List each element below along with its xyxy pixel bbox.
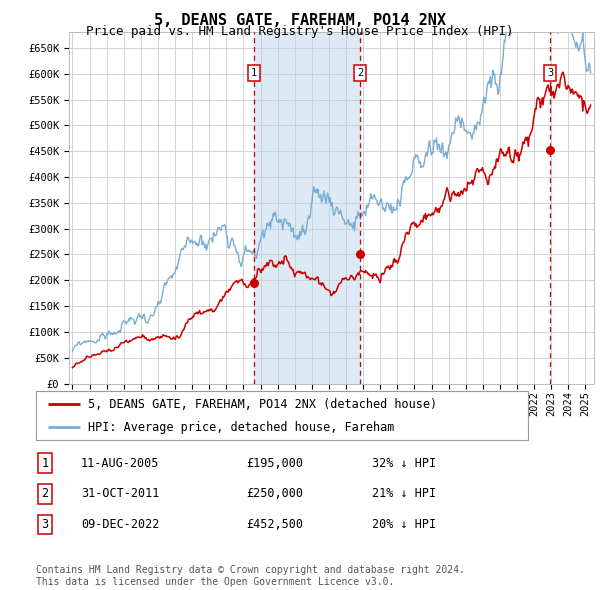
FancyBboxPatch shape bbox=[36, 391, 528, 440]
Text: 3: 3 bbox=[41, 518, 49, 531]
Text: £250,000: £250,000 bbox=[246, 487, 303, 500]
Text: Contains HM Land Registry data © Crown copyright and database right 2024.
This d: Contains HM Land Registry data © Crown c… bbox=[36, 565, 465, 587]
Text: 11-AUG-2005: 11-AUG-2005 bbox=[81, 457, 160, 470]
Text: 5, DEANS GATE, FAREHAM, PO14 2NX (detached house): 5, DEANS GATE, FAREHAM, PO14 2NX (detach… bbox=[88, 398, 437, 411]
Text: 09-DEC-2022: 09-DEC-2022 bbox=[81, 518, 160, 531]
Text: 2: 2 bbox=[41, 487, 49, 500]
Bar bbox=[254, 32, 360, 384]
Text: Price paid vs. HM Land Registry's House Price Index (HPI): Price paid vs. HM Land Registry's House … bbox=[86, 25, 514, 38]
Text: 1: 1 bbox=[41, 457, 49, 470]
Text: 31-OCT-2011: 31-OCT-2011 bbox=[81, 487, 160, 500]
Text: 5, DEANS GATE, FAREHAM, PO14 2NX: 5, DEANS GATE, FAREHAM, PO14 2NX bbox=[154, 13, 446, 28]
Text: 2: 2 bbox=[357, 68, 364, 78]
Text: HPI: Average price, detached house, Fareham: HPI: Average price, detached house, Fare… bbox=[88, 421, 394, 434]
Text: 1: 1 bbox=[251, 68, 257, 78]
Text: 3: 3 bbox=[547, 68, 553, 78]
Text: £195,000: £195,000 bbox=[246, 457, 303, 470]
Text: 20% ↓ HPI: 20% ↓ HPI bbox=[372, 518, 436, 531]
Text: £452,500: £452,500 bbox=[246, 518, 303, 531]
Text: 21% ↓ HPI: 21% ↓ HPI bbox=[372, 487, 436, 500]
Text: 32% ↓ HPI: 32% ↓ HPI bbox=[372, 457, 436, 470]
